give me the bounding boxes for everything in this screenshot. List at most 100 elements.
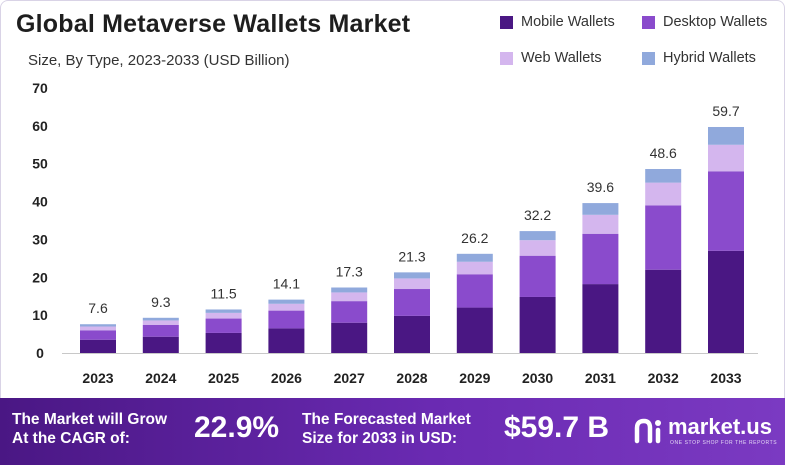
legend-label: Mobile Wallets <box>521 14 615 30</box>
bar-segment-hybrid-wallets <box>80 324 116 327</box>
x-tick-label: 2033 <box>710 370 741 386</box>
bar-segment-desktop-wallets <box>331 301 368 323</box>
legend-item-web-wallets: Web Wallets <box>500 50 602 66</box>
brand-tagline: ONE STOP SHOP FOR THE REPORTS <box>670 440 778 446</box>
bar-total-label: 9.3 <box>151 294 171 310</box>
x-tick-label: 2028 <box>396 370 427 386</box>
bar-segment-desktop-wallets <box>394 289 430 316</box>
legend-item-mobile-wallets: Mobile Wallets <box>500 14 615 30</box>
bar-total-label: 59.7 <box>712 103 739 119</box>
bar-segment-desktop-wallets <box>645 205 682 270</box>
bar-segment-web-wallets <box>456 261 493 275</box>
bar-segment-hybrid-wallets <box>268 299 305 304</box>
chart-subtitle: Size, By Type, 2023-2033 (USD Billion) <box>28 52 290 69</box>
bar-segment-mobile-wallets <box>456 307 493 353</box>
bar-total-label: 26.2 <box>461 230 488 246</box>
bar-total-label: 48.6 <box>650 145 677 161</box>
x-tick-label: 2032 <box>648 370 679 386</box>
x-tick-label: 2029 <box>459 370 490 386</box>
forecast-value: $59.7 B <box>504 411 610 444</box>
cagr-label-line2: At the CAGR of: <box>12 430 130 447</box>
y-tick-label: 20 <box>32 269 48 285</box>
market-us-logo-icon <box>634 418 661 444</box>
bar-segment-web-wallets <box>268 303 305 311</box>
x-tick-label: 2023 <box>82 370 113 386</box>
bar-segment-desktop-wallets <box>268 310 305 329</box>
bar-segment-mobile-wallets <box>205 332 242 353</box>
bar-segment-web-wallets <box>582 214 619 234</box>
legend-label: Desktop Wallets <box>663 14 768 30</box>
y-tick-label: 0 <box>36 345 44 361</box>
bar-segment-mobile-wallets <box>645 269 682 353</box>
bar-segment-hybrid-wallets <box>205 309 242 313</box>
chart-title: Global Metaverse Wallets Market <box>16 10 411 38</box>
x-tick-label: 2031 <box>585 370 616 386</box>
bar-total-label: 11.5 <box>210 285 236 301</box>
legend-swatch <box>500 15 513 29</box>
y-tick-label: 30 <box>32 231 48 247</box>
bar-total-label: 14.1 <box>273 276 300 292</box>
bar-segment-mobile-wallets <box>268 328 305 353</box>
y-tick-label: 70 <box>32 80 48 96</box>
forecast-label-line1: The Forecasted Market <box>302 411 471 428</box>
y-tick-label: 60 <box>32 118 48 134</box>
bar-segment-web-wallets <box>519 240 556 256</box>
legend-label: Web Wallets <box>521 50 602 66</box>
legend-swatch <box>642 51 655 65</box>
bar-segment-hybrid-wallets <box>456 253 493 262</box>
bar-segment-mobile-wallets <box>708 250 744 353</box>
bar-segment-web-wallets <box>394 278 430 290</box>
bar-segment-web-wallets <box>142 320 179 325</box>
x-tick-label: 2024 <box>145 370 176 386</box>
bar-total-label: 7.6 <box>88 300 108 316</box>
bar-segment-mobile-wallets <box>80 339 116 353</box>
bar-segment-mobile-wallets <box>331 322 368 353</box>
bar-segment-hybrid-wallets <box>519 231 556 241</box>
bar-total-label: 32.2 <box>524 207 551 223</box>
bar-segment-mobile-wallets <box>519 296 556 353</box>
bar-segment-web-wallets <box>645 182 682 206</box>
cagr-label-line1: The Market will Grow <box>12 411 168 428</box>
bar-total-label: 17.3 <box>336 264 363 280</box>
bar-segment-desktop-wallets <box>205 318 242 333</box>
legend-item-hybrid-wallets: Hybrid Wallets <box>642 50 756 66</box>
bar-total-label: 21.3 <box>398 248 425 264</box>
bar-segment-mobile-wallets <box>582 284 619 353</box>
bar-segment-hybrid-wallets <box>645 169 682 183</box>
bar-segment-desktop-wallets <box>456 274 493 308</box>
bar-segment-desktop-wallets <box>708 171 744 251</box>
cagr-label: The Market will Grow At the CAGR of: <box>12 410 167 448</box>
bar-segment-desktop-wallets <box>519 255 556 297</box>
legend-item-desktop-wallets: Desktop Wallets <box>642 14 767 30</box>
x-tick-label: 2025 <box>208 370 239 386</box>
bar-segment-web-wallets <box>331 292 368 302</box>
y-tick-label: 10 <box>32 307 48 323</box>
bar-segment-hybrid-wallets <box>331 287 368 293</box>
legend-label: Hybrid Wallets <box>663 50 756 66</box>
bar-segment-hybrid-wallets <box>582 203 619 215</box>
footer-banner: The Market will Grow At the CAGR of: 22.… <box>0 398 785 465</box>
x-tick-label: 2030 <box>522 370 553 386</box>
bar-segment-hybrid-wallets <box>394 272 430 279</box>
x-tick-label: 2027 <box>334 370 365 386</box>
bar-segment-mobile-wallets <box>142 336 179 353</box>
forecast-label: The Forecasted Market Size for 2033 in U… <box>302 410 471 448</box>
bar-segment-hybrid-wallets <box>708 126 744 145</box>
bar-segment-desktop-wallets <box>582 233 619 285</box>
x-tick-label: 2026 <box>271 370 302 386</box>
bar-total-label: 39.6 <box>587 179 614 195</box>
bar-segment-web-wallets <box>80 326 116 331</box>
bar-segment-web-wallets <box>205 312 242 319</box>
y-tick-label: 50 <box>32 156 48 172</box>
cagr-value: 22.9% <box>194 411 280 444</box>
brand-name: market.us <box>668 414 772 439</box>
bar-segment-desktop-wallets <box>142 324 179 337</box>
bar-segment-desktop-wallets <box>80 330 116 340</box>
y-tick-label: 40 <box>32 194 48 210</box>
forecast-label-line2: Size for 2033 in USD: <box>302 430 458 447</box>
bar-segment-web-wallets <box>708 144 744 172</box>
legend-swatch <box>500 51 513 65</box>
legend-swatch <box>642 15 655 29</box>
bar-segment-hybrid-wallets <box>142 317 179 321</box>
stacked-bar-chart: 0102030405060707.620239.3202411.5202514.… <box>32 80 758 386</box>
